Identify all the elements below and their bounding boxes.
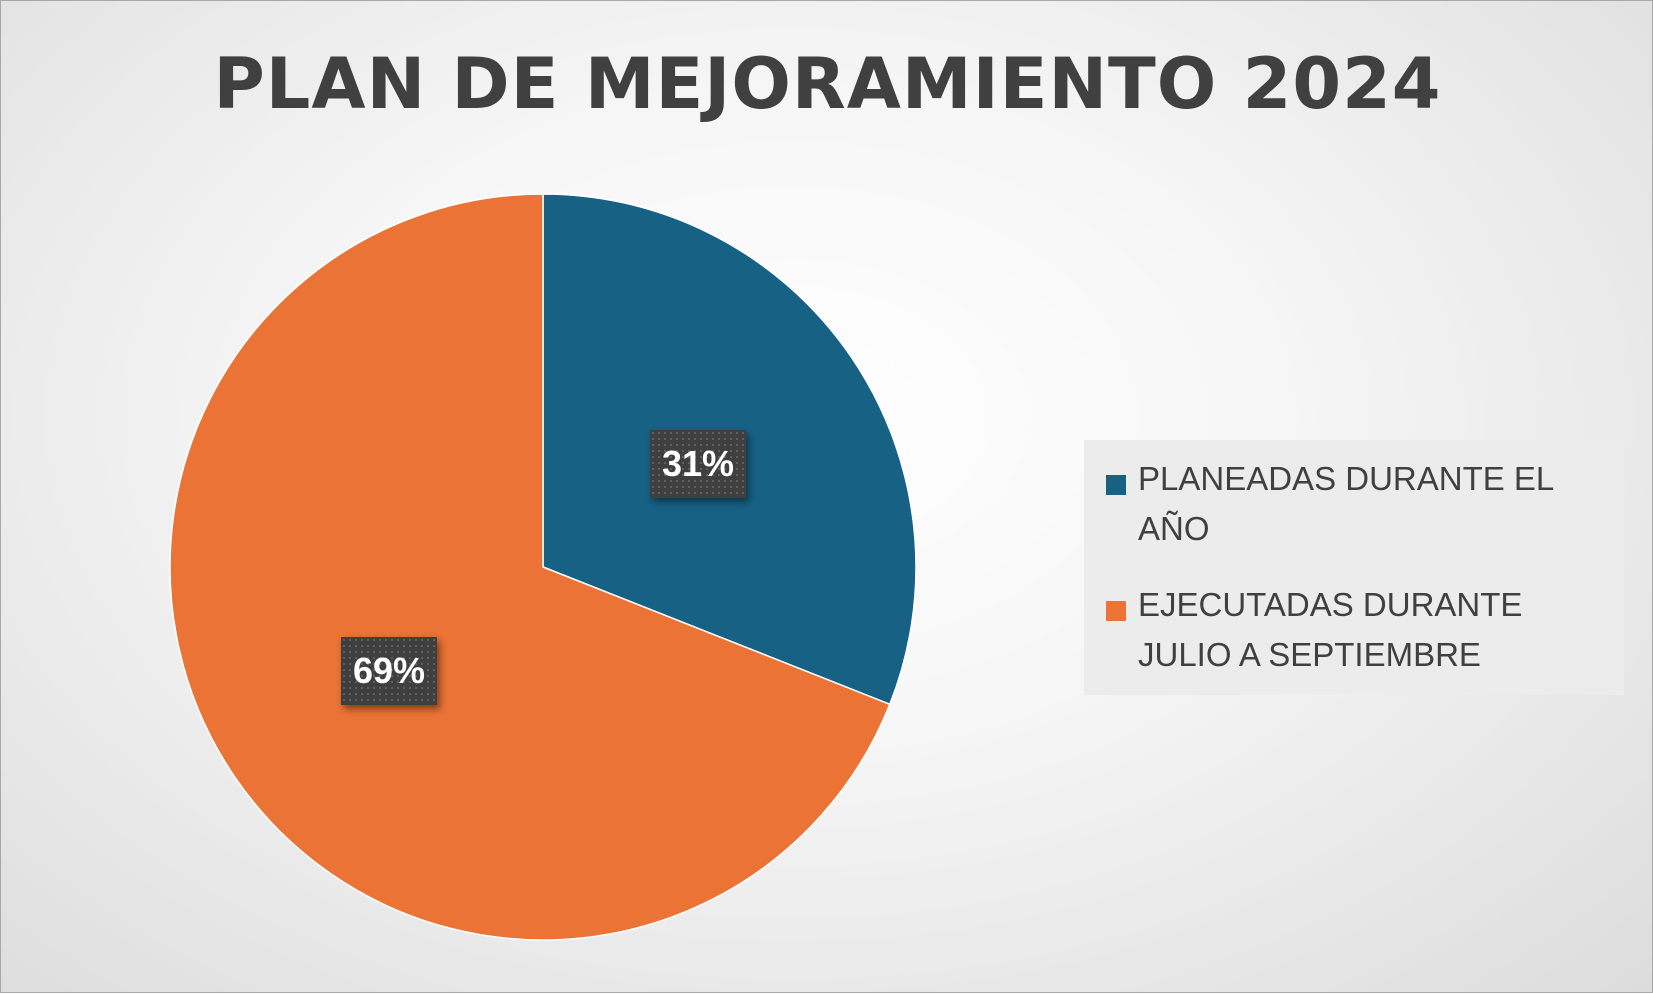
legend: PLANEADAS DURANTE EL AÑO EJECUTADAS DURA… — [1084, 440, 1624, 695]
legend-label-planeadas: PLANEADAS DURANTE EL AÑO — [1138, 460, 1554, 547]
data-label-planeadas: 31% — [650, 430, 747, 498]
data-label-ejecutadas: 69% — [341, 637, 438, 705]
legend-item-ejecutadas: EJECUTADAS DURANTE JULIO A SEPTIEMBRE — [1106, 580, 1608, 680]
legend-swatch-planeadas — [1106, 475, 1126, 495]
pie-slice-ejecutadas — [169, 193, 891, 941]
chart-title: PLAN DE MEJORAMIENTO 2024 — [213, 43, 1442, 125]
legend-item-planeadas: PLANEADAS DURANTE EL AÑO — [1106, 454, 1608, 554]
legend-label-ejecutadas: EJECUTADAS DURANTE JULIO A SEPTIEMBRE — [1138, 586, 1523, 673]
legend-swatch-ejecutadas — [1106, 601, 1126, 621]
